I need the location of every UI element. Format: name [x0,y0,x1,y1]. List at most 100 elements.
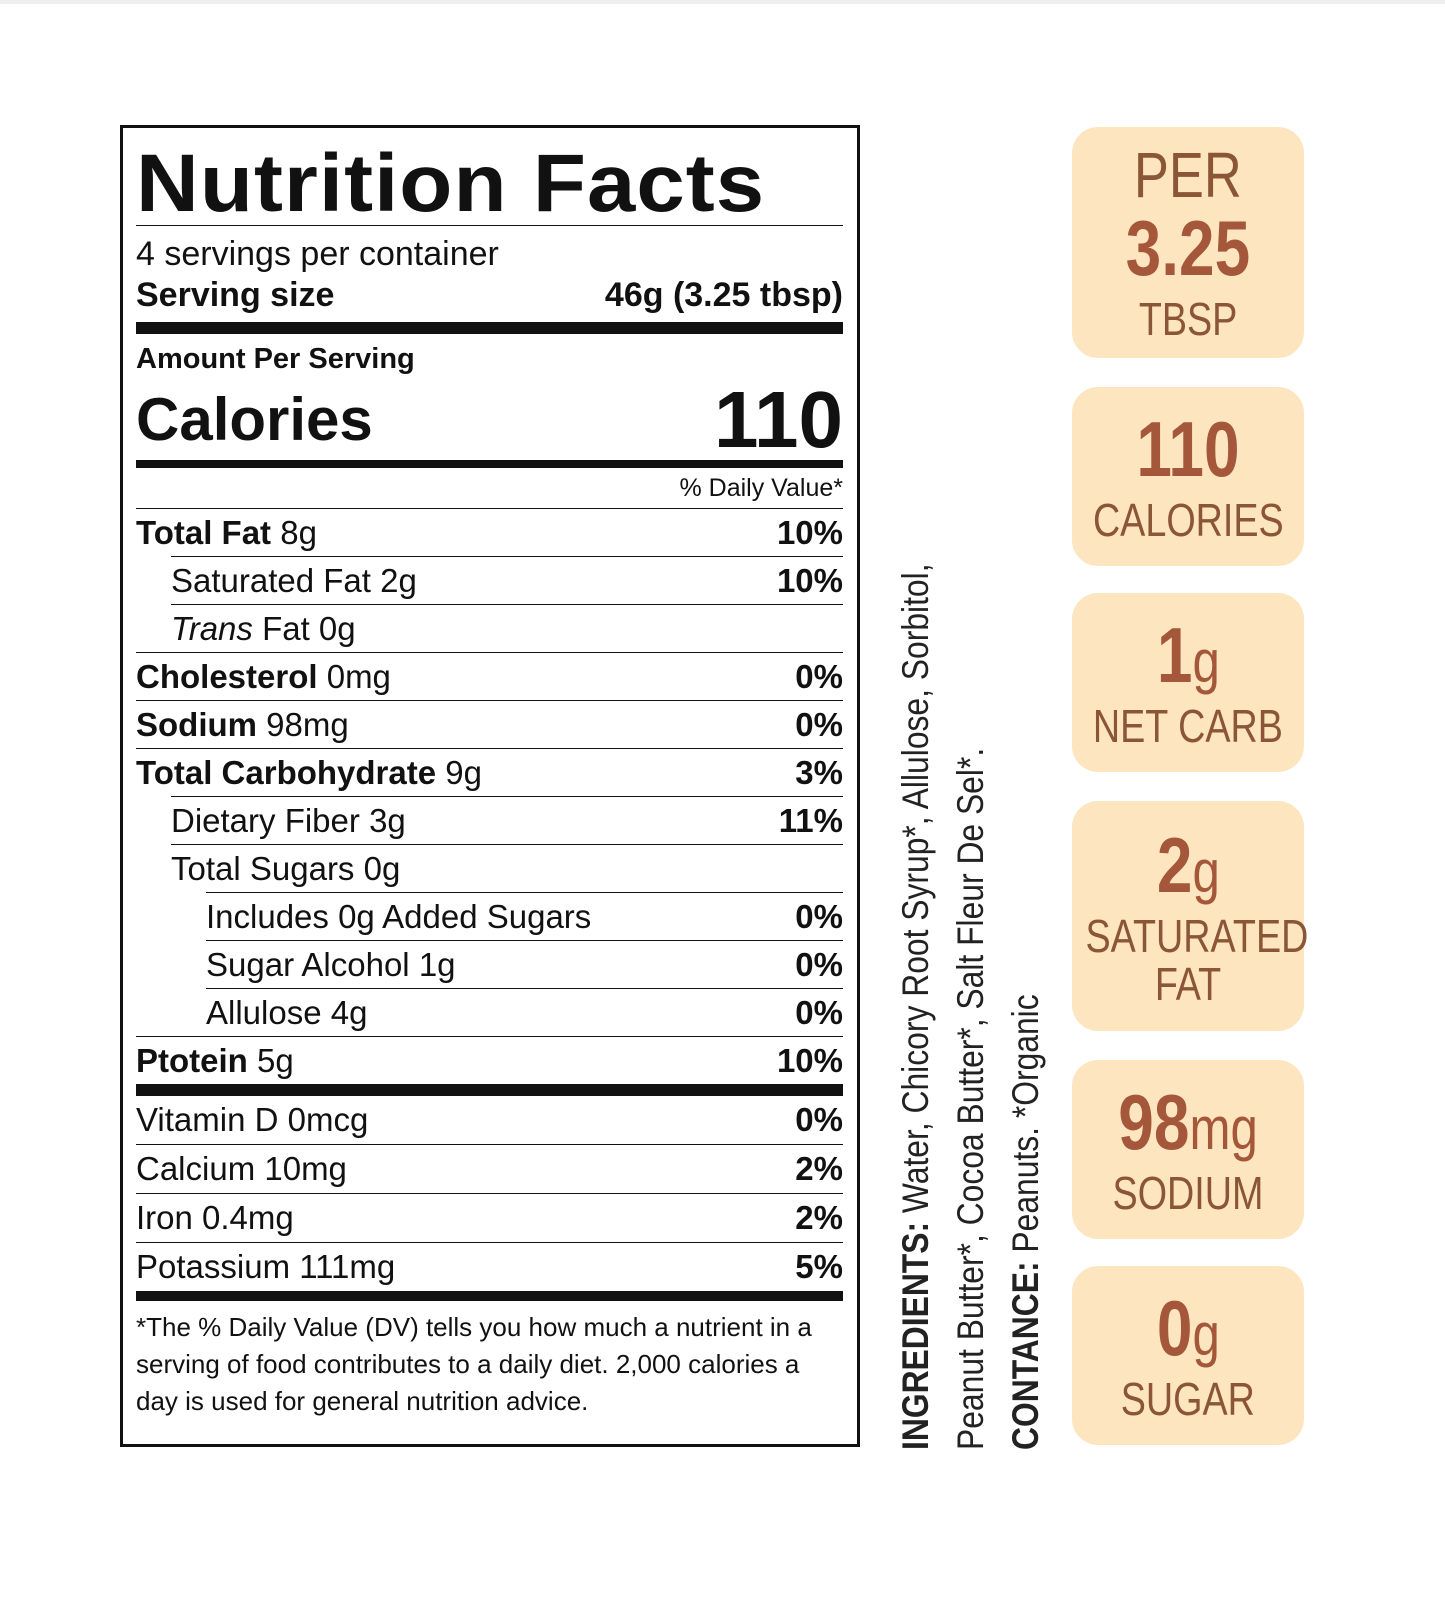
nutrition-badge: PER 3.25 TBSP [1072,127,1304,358]
nutrient-label: Sodium [136,705,257,743]
nutrient-row: Sodium 98mg 0% [136,700,843,748]
thick-divider [136,460,843,468]
nutrient-label: Allulose [206,993,322,1031]
contains-line: CONTANCE: Peanuts. *Organic [998,332,1053,1450]
vitamin-row: Calcium 10mg 2% [136,1144,843,1193]
nutrient-row: Includes 0g Added Sugars 0% [206,892,843,940]
nutrient-name: Dietary Fiber 3g [171,802,406,840]
vitamin-row: Potassium 111mg 5% [136,1242,843,1291]
nutrient-amount: 1g [418,945,456,983]
vitamin-name: Potassium 111mg [136,1248,396,1285]
daily-value-percent: 0% [795,657,843,695]
nutrient-name: Saturated Fat 2g [171,562,417,600]
nutrient-amount: 98mg [266,705,349,743]
vitamin-name: Vitamin D 0mcg [136,1101,369,1138]
nutrient-label: Trans [171,609,253,647]
contains-heading: CONTANCE: [1005,1261,1046,1450]
nutrient-label: Total Carbohydrate [136,753,437,791]
ingredients-panel: INGREDIENTS: Water, Chicory Root Syrup*,… [888,150,1053,1450]
nutrient-row: Cholesterol 0mg 0% [136,652,843,700]
nutrient-name: Allulose 4g [206,994,367,1032]
nutrition-badge: 98mg SODIUM [1072,1060,1304,1239]
vitamin-list: Vitamin D 0mcg 0% Calcium 10mg 2% Iron 0.4mg… [136,1096,843,1291]
nutrient-label: Sugar Alcohol [206,945,410,983]
nutrition-badge: 1g NET CARB [1072,593,1304,772]
daily-value-percent: 11% [778,801,843,839]
badge-label: NET CARB [1092,700,1284,752]
nutrient-name: Trans Fat 0g [171,610,356,648]
nutrient-row: Dietary Fiber 3g 11% [171,796,843,844]
nutrient-row: Sugar Alcohol 1g 0% [206,940,843,988]
nutrient-amount: 0mg [326,657,391,695]
vitamin-row: Iron 0.4mg 2% [136,1193,843,1242]
ingredients-heading: INGREDIENTS: [895,1221,936,1450]
daily-value-percent: 0% [795,993,843,1031]
serving-size-label: Serving size [136,276,335,314]
thick-divider [136,1084,843,1096]
nutrient-row: Total Carbohydrate 9g 3% [136,748,843,796]
daily-value-percent: 10% [776,561,843,599]
servings-per-container: 4 servings per container [136,235,499,273]
nutrient-row: Ptotein 5g 10% [136,1036,843,1084]
calories-label: Calories [136,386,373,453]
nutrient-name: Sodium 98mg [136,706,349,744]
badge-top: PER [1134,139,1242,211]
serving-size-value: 46g (3.25 tbsp) [604,276,843,314]
nutrient-row: Saturated Fat 2g 10% [171,556,843,604]
vitamin-row: Vitamin D 0mcg 0% [136,1096,843,1144]
badge-value: 3.25 [1125,204,1251,292]
nutrient-amount: 2g [380,561,417,599]
nutrient-name: Total Sugars 0g [171,850,400,888]
nutrient-label: Includes 0g Added Sugars [206,897,592,935]
badge-value: 0g [1156,1284,1220,1372]
daily-value-header: % Daily Value* [679,474,843,502]
nutrient-row: Total Fat 8g 10% [136,508,843,556]
daily-value-percent: 0% [795,945,843,983]
nutrient-amount: 9g [445,753,482,791]
nutrient-row: Trans Fat 0g [171,604,843,652]
nutrition-facts-label: Nutrition Facts 4 servings per container… [120,125,860,1447]
nutrient-label: Cholesterol [136,657,318,695]
nutrient-name: Includes 0g Added Sugars [206,898,591,936]
ingredients-line-2: Peanut Butter*, Cocoa Butter*, Salt Fleu… [950,747,991,1450]
badge-label: SUGAR [1120,1373,1256,1425]
daily-value-percent: 5% [795,1248,843,1285]
vitamin-name: Calcium 10mg [136,1150,347,1187]
nutrient-amount: 0g [363,849,401,887]
badge-label: CALORIES [1092,494,1284,546]
badge-value: 1g [1156,611,1220,699]
badge-value: 98mg [1118,1078,1258,1166]
footnote: *The % Daily Value (DV) tells you how mu… [136,1312,812,1416]
calories-value: 110 [713,375,843,464]
daily-value-percent: 3% [795,753,843,791]
nutrient-amount: 4g [330,993,368,1031]
daily-value-percent: 2% [795,1150,843,1187]
nutrient-amount: 3g [369,801,406,839]
nutrient-name: Total Carbohydrate 9g [136,754,482,792]
badge-value: 2g [1156,820,1220,909]
amount-per-serving: Amount Per Serving [136,343,415,375]
contains-text: Peanuts. *Organic [1005,994,1046,1262]
nutrition-badge: 0g SUGAR [1072,1266,1304,1445]
nutrition-badge: 110 CALORIES [1072,387,1304,566]
thick-divider [136,1291,843,1301]
badge-label: SODIUM [1112,1167,1264,1219]
nutrient-name: Ptotein 5g [136,1042,294,1080]
nutrient-amount: 8g [280,513,317,551]
calories-row: Calories 110 [136,376,843,460]
nutrient-amount: Fat 0g [262,609,356,647]
vitamin-name: Iron 0.4mg [136,1199,294,1236]
nutrient-label: Total Sugars [171,849,355,887]
nutrient-row: Allulose 4g 0% [206,988,843,1036]
badge-value: 110 [1136,405,1240,493]
label-title: Nutrition Facts [136,138,766,229]
badge-label: TBSP [1138,293,1238,345]
nutrient-row: Total Sugars 0g [171,844,843,892]
nutrient-label: Total Fat [136,513,272,551]
nutrient-name: Cholesterol 0mg [136,658,391,696]
daily-value-percent: 0% [795,897,843,935]
thick-divider [136,322,843,334]
daily-value-percent: 2% [795,1199,843,1236]
nutrient-label: Dietary Fiber [171,801,360,839]
